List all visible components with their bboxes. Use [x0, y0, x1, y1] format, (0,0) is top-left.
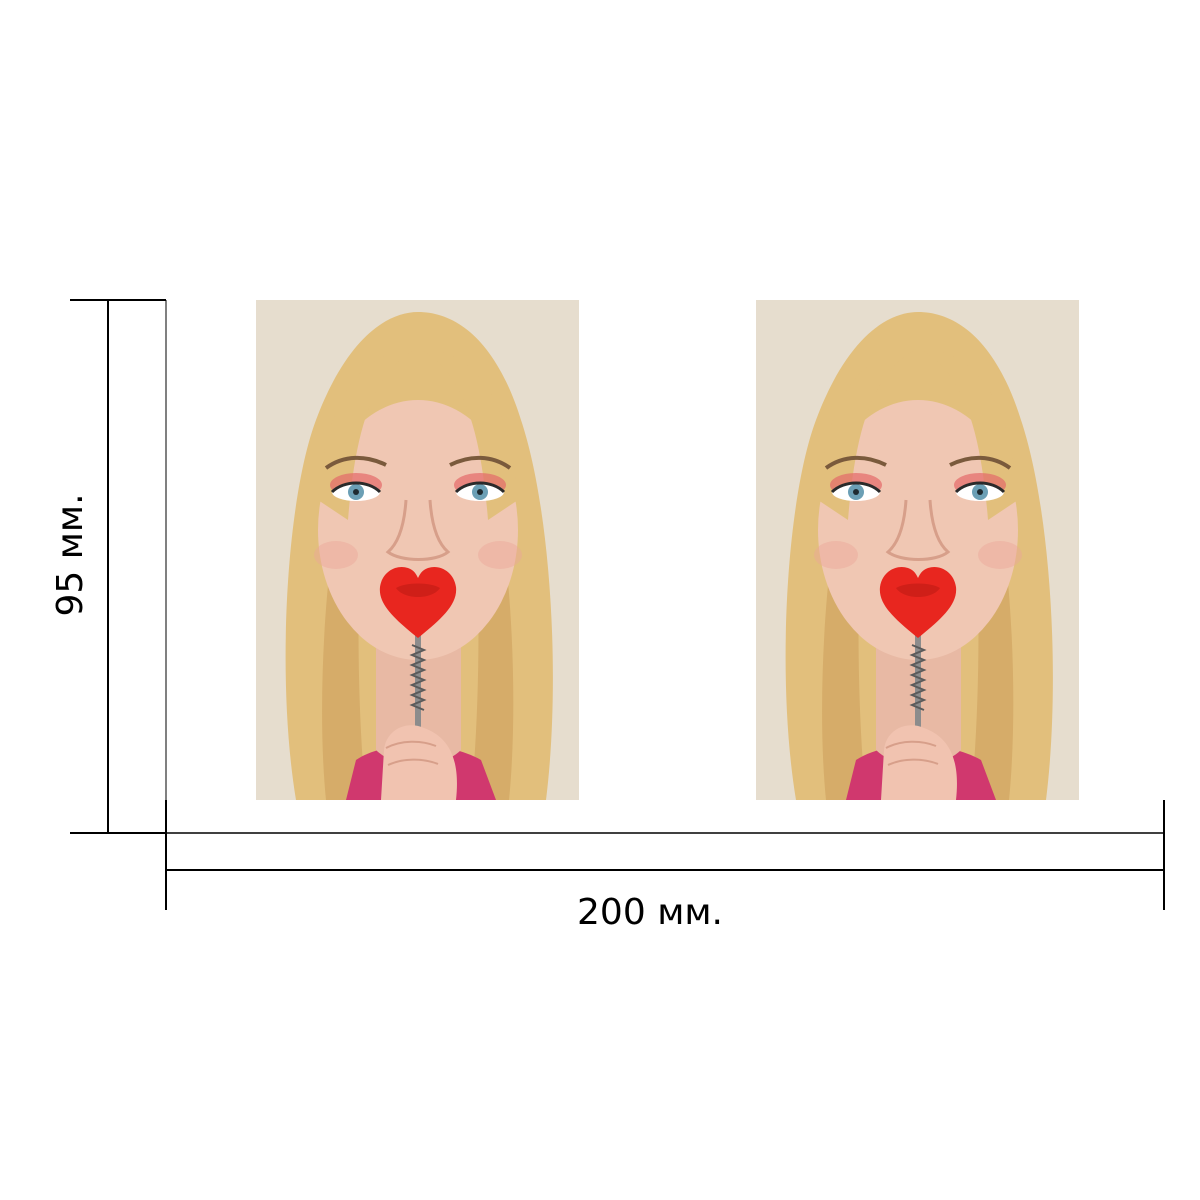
- height-dimension: [70, 299, 167, 834]
- width-dimension: [165, 800, 1165, 910]
- photo-left: [256, 300, 579, 800]
- height-label: 95 мм.: [50, 493, 91, 616]
- photo-right: [756, 300, 1079, 800]
- width-label: 200 мм.: [577, 892, 723, 933]
